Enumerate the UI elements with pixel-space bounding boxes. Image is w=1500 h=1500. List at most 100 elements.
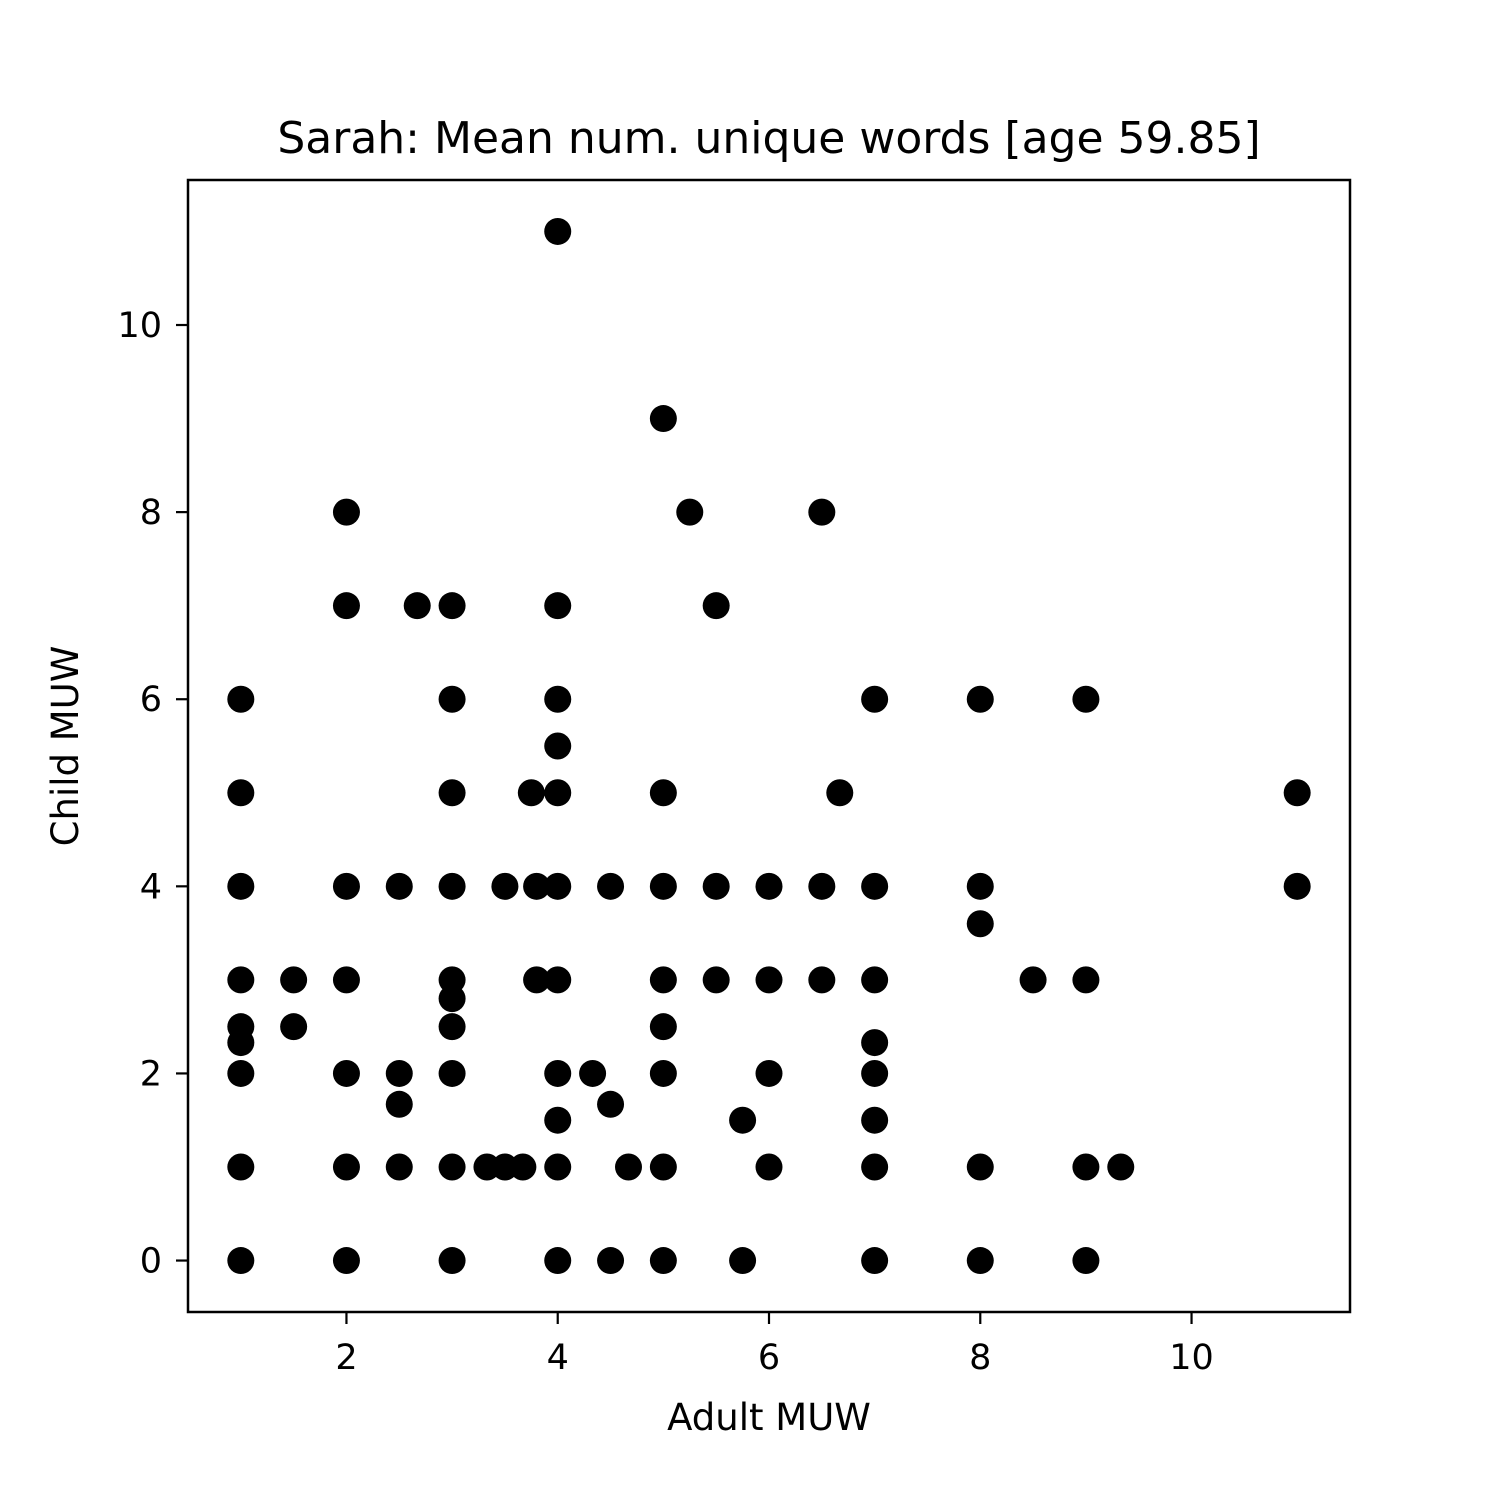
data-point [227, 1153, 255, 1181]
y-axis-ticks: 0 2 4 6 8 10 [117, 306, 188, 1282]
data-point [544, 872, 572, 900]
data-point [597, 1247, 625, 1275]
data-point [517, 779, 545, 807]
data-point [491, 872, 519, 900]
data-point [966, 910, 994, 938]
data-point [544, 217, 572, 245]
x-tick-label: 6 [758, 1338, 780, 1378]
data-point [808, 966, 836, 994]
data-point [385, 1153, 413, 1181]
data-point [403, 592, 431, 620]
data-point [1107, 1153, 1135, 1181]
data-point [649, 1247, 677, 1275]
data-point [438, 966, 466, 994]
data-point [1283, 779, 1311, 807]
data-point [544, 966, 572, 994]
y-tick-label: 10 [117, 306, 162, 346]
y-tick-label: 2 [140, 1054, 162, 1094]
data-point [509, 1153, 537, 1181]
data-point [385, 872, 413, 900]
data-point [615, 1153, 642, 1181]
data-point [544, 1059, 572, 1087]
data-point [649, 872, 677, 900]
x-axis-ticks: 2 4 6 8 10 [335, 1312, 1214, 1378]
data-point [808, 498, 836, 526]
data-point [280, 1013, 308, 1041]
data-point [861, 1106, 889, 1134]
data-point [649, 1013, 677, 1041]
data-point [544, 592, 572, 620]
data-point [332, 498, 360, 526]
data-point [702, 872, 730, 900]
data-point [755, 1153, 783, 1181]
data-point [861, 1247, 889, 1275]
data-point [544, 732, 572, 760]
y-tick-label: 0 [140, 1242, 162, 1282]
data-point [966, 685, 994, 713]
x-tick-label: 8 [969, 1338, 991, 1378]
data-point [438, 1247, 466, 1275]
data-point [861, 966, 889, 994]
data-point [649, 1059, 677, 1087]
data-point [523, 966, 551, 994]
data-point [966, 1247, 994, 1275]
data-point [729, 1106, 757, 1134]
chart-title: Sarah: Mean num. unique words [age 59.85… [277, 113, 1260, 164]
y-axis-label: Child MUW [44, 646, 87, 847]
data-point [544, 1153, 572, 1181]
data-point [332, 1247, 360, 1275]
data-point [438, 1013, 466, 1041]
data-point [544, 1106, 572, 1134]
data-points [227, 217, 1311, 1275]
data-point [702, 592, 730, 620]
data-point [826, 779, 854, 807]
data-point [438, 1153, 466, 1181]
data-point [649, 966, 677, 994]
x-axis-label: Adult MUW [667, 1396, 871, 1439]
data-point [227, 1029, 255, 1057]
data-point [1072, 685, 1100, 713]
data-point [438, 685, 466, 713]
data-point [729, 1247, 757, 1275]
plot-frame [186, 178, 1352, 1314]
data-point [1283, 872, 1311, 900]
data-point [755, 1059, 783, 1087]
data-point [861, 1153, 889, 1181]
data-point [332, 592, 360, 620]
data-point [227, 685, 255, 713]
data-point [755, 966, 783, 994]
data-point [227, 1247, 255, 1275]
data-point [280, 966, 308, 994]
y-tick-label: 4 [140, 867, 162, 907]
data-point [332, 872, 360, 900]
data-point [523, 872, 551, 900]
data-point [1072, 1247, 1100, 1275]
data-point [227, 779, 255, 807]
data-point [544, 779, 572, 807]
data-point [966, 872, 994, 900]
data-point [579, 1059, 607, 1087]
data-point [1072, 1153, 1100, 1181]
data-point [649, 405, 677, 433]
data-point [597, 1090, 625, 1118]
data-point [649, 1153, 677, 1181]
data-point [227, 1059, 255, 1087]
data-point [861, 1059, 889, 1087]
data-point [861, 685, 889, 713]
data-point [861, 872, 889, 900]
x-tick-label: 2 [335, 1338, 357, 1378]
data-point [332, 1153, 360, 1181]
x-tick-label: 4 [547, 1338, 569, 1378]
data-point [544, 1247, 572, 1275]
data-point [755, 872, 783, 900]
data-point [438, 592, 466, 620]
data-point [438, 872, 466, 900]
data-point [544, 685, 572, 713]
data-point [808, 872, 836, 900]
data-point [438, 985, 466, 1013]
data-point [227, 966, 255, 994]
data-point [597, 872, 625, 900]
data-point [438, 779, 466, 807]
data-point [227, 872, 255, 900]
